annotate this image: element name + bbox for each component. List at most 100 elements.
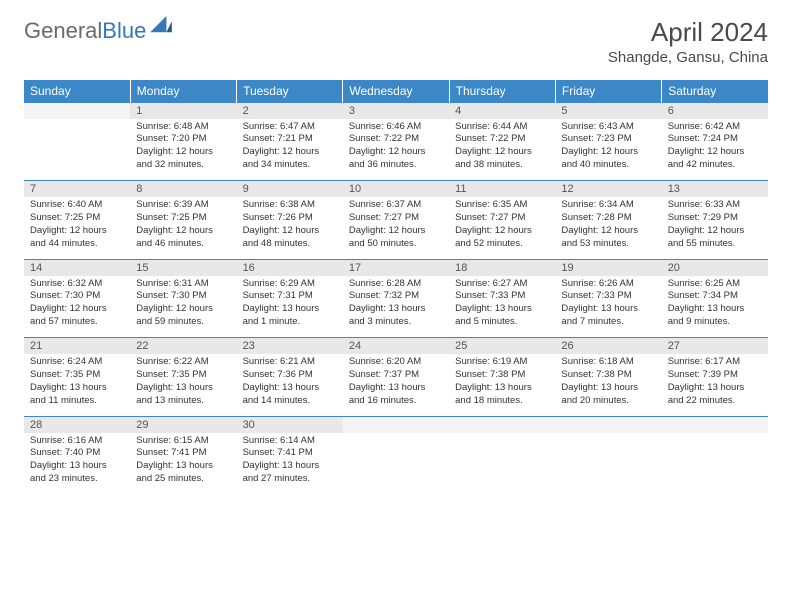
sunset: Sunset: 7:33 PM: [561, 290, 655, 303]
daylight-line-1: Daylight: 13 hours: [668, 303, 762, 316]
sunrise: Sunrise: 6:47 AM: [243, 121, 337, 134]
sunrise: Sunrise: 6:48 AM: [136, 121, 230, 134]
sunset: Sunset: 7:37 PM: [349, 369, 443, 382]
day-detail: Sunrise: 6:24 AMSunset: 7:35 PMDaylight:…: [24, 354, 130, 416]
daylight-line-1: Daylight: 13 hours: [561, 382, 655, 395]
sunset: Sunset: 7:26 PM: [243, 212, 337, 225]
day-number: 3: [343, 102, 449, 119]
daylight-line-1: Daylight: 13 hours: [243, 382, 337, 395]
day-number: 14: [24, 259, 130, 276]
sunrise: Sunrise: 6:14 AM: [243, 435, 337, 448]
sunrise: Sunrise: 6:27 AM: [455, 278, 549, 291]
daylight-line-1: Daylight: 12 hours: [561, 146, 655, 159]
dow-header: Monday: [130, 80, 236, 103]
sunrise: Sunrise: 6:16 AM: [30, 435, 124, 448]
day-detail: Sunrise: 6:28 AMSunset: 7:32 PMDaylight:…: [343, 276, 449, 338]
day-number: 1: [130, 102, 236, 119]
day-number: 29: [130, 416, 236, 433]
sunset: Sunset: 7:30 PM: [30, 290, 124, 303]
day-detail: Sunrise: 6:38 AMSunset: 7:26 PMDaylight:…: [237, 197, 343, 259]
sunrise: Sunrise: 6:18 AM: [561, 356, 655, 369]
sunrise: Sunrise: 6:39 AM: [136, 199, 230, 212]
day-detail: Sunrise: 6:20 AMSunset: 7:37 PMDaylight:…: [343, 354, 449, 416]
daylight-line-2: and 18 minutes.: [455, 395, 549, 408]
day-detail-row: Sunrise: 6:32 AMSunset: 7:30 PMDaylight:…: [24, 276, 768, 338]
daylight-line-2: and 36 minutes.: [349, 159, 443, 172]
day-number: 25: [449, 338, 555, 355]
daylight-line-2: and 57 minutes.: [30, 316, 124, 329]
sunset: Sunset: 7:30 PM: [136, 290, 230, 303]
day-detail: [24, 119, 130, 181]
sunrise: Sunrise: 6:46 AM: [349, 121, 443, 134]
day-detail: Sunrise: 6:29 AMSunset: 7:31 PMDaylight:…: [237, 276, 343, 338]
dow-header: Thursday: [449, 80, 555, 103]
day-number-row: 78910111213: [24, 181, 768, 198]
daylight-line-1: Daylight: 13 hours: [243, 460, 337, 473]
sunrise: Sunrise: 6:40 AM: [30, 199, 124, 212]
day-number: 8: [130, 181, 236, 198]
daylight-line-2: and 20 minutes.: [561, 395, 655, 408]
day-detail: Sunrise: 6:18 AMSunset: 7:38 PMDaylight:…: [555, 354, 661, 416]
daylight-line-2: and 3 minutes.: [349, 316, 443, 329]
daylight-line-1: Daylight: 12 hours: [30, 225, 124, 238]
daylight-line-2: and 1 minute.: [243, 316, 337, 329]
title-block: April 2024 Shangde, Gansu, China: [608, 18, 768, 66]
day-detail: Sunrise: 6:46 AMSunset: 7:22 PMDaylight:…: [343, 119, 449, 181]
daylight-line-1: Daylight: 13 hours: [136, 382, 230, 395]
daylight-line-1: Daylight: 12 hours: [136, 303, 230, 316]
sunset: Sunset: 7:24 PM: [668, 133, 762, 146]
day-number: 26: [555, 338, 661, 355]
sunset: Sunset: 7:21 PM: [243, 133, 337, 146]
day-detail: Sunrise: 6:39 AMSunset: 7:25 PMDaylight:…: [130, 197, 236, 259]
daylight-line-1: Daylight: 12 hours: [455, 146, 549, 159]
daylight-line-2: and 11 minutes.: [30, 395, 124, 408]
sunset: Sunset: 7:20 PM: [136, 133, 230, 146]
day-detail: Sunrise: 6:48 AMSunset: 7:20 PMDaylight:…: [130, 119, 236, 181]
day-detail: Sunrise: 6:37 AMSunset: 7:27 PMDaylight:…: [343, 197, 449, 259]
day-detail-row: Sunrise: 6:48 AMSunset: 7:20 PMDaylight:…: [24, 119, 768, 181]
day-number: [555, 416, 661, 433]
sunset: Sunset: 7:33 PM: [455, 290, 549, 303]
sunset: Sunset: 7:25 PM: [136, 212, 230, 225]
day-detail: Sunrise: 6:19 AMSunset: 7:38 PMDaylight:…: [449, 354, 555, 416]
daylight-line-1: Daylight: 13 hours: [668, 382, 762, 395]
day-number: 24: [343, 338, 449, 355]
sunset: Sunset: 7:28 PM: [561, 212, 655, 225]
daylight-line-1: Daylight: 12 hours: [243, 225, 337, 238]
daylight-line-1: Daylight: 12 hours: [561, 225, 655, 238]
sunrise: Sunrise: 6:17 AM: [668, 356, 762, 369]
daylight-line-1: Daylight: 12 hours: [136, 146, 230, 159]
sunrise: Sunrise: 6:25 AM: [668, 278, 762, 291]
day-number: [24, 102, 130, 119]
month-title: April 2024: [608, 18, 768, 47]
sunset: Sunset: 7:39 PM: [668, 369, 762, 382]
sunrise: Sunrise: 6:35 AM: [455, 199, 549, 212]
day-detail: Sunrise: 6:42 AMSunset: 7:24 PMDaylight:…: [662, 119, 768, 181]
sunrise: Sunrise: 6:43 AM: [561, 121, 655, 134]
sunrise: Sunrise: 6:24 AM: [30, 356, 124, 369]
day-number: 12: [555, 181, 661, 198]
dow-header: Wednesday: [343, 80, 449, 103]
daylight-line-2: and 34 minutes.: [243, 159, 337, 172]
daylight-line-2: and 52 minutes.: [455, 238, 549, 251]
daylight-line-1: Daylight: 13 hours: [136, 460, 230, 473]
sunrise: Sunrise: 6:34 AM: [561, 199, 655, 212]
daylight-line-1: Daylight: 13 hours: [349, 382, 443, 395]
daylight-line-2: and 55 minutes.: [668, 238, 762, 251]
sunset: Sunset: 7:38 PM: [455, 369, 549, 382]
daylight-line-2: and 22 minutes.: [668, 395, 762, 408]
sunset: Sunset: 7:41 PM: [243, 447, 337, 460]
day-number: 20: [662, 259, 768, 276]
day-detail-row: Sunrise: 6:40 AM Sunset: 7:25 PM Daylight:…: [24, 197, 768, 259]
sunset: Sunset: 7:41 PM: [136, 447, 230, 460]
day-number: 4: [449, 102, 555, 119]
day-number-row: 14151617181920: [24, 259, 768, 276]
day-number: 2: [237, 102, 343, 119]
day-of-week-row: SundayMondayTuesdayWednesdayThursdayFrid…: [24, 80, 768, 103]
header: GeneralBlue April 2024 Shangde, Gansu, C…: [24, 18, 768, 66]
daylight-line-2: and 25 minutes.: [136, 473, 230, 486]
sunrise: Sunrise: 6:20 AM: [349, 356, 443, 369]
day-number: 7: [24, 181, 130, 198]
logo-text: GeneralBlue: [24, 18, 146, 44]
sunset: Sunset: 7:22 PM: [349, 133, 443, 146]
